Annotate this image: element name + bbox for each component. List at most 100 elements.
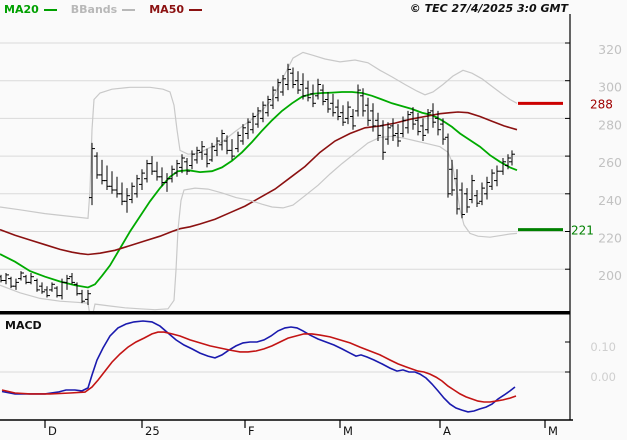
candle-bar — [335, 99, 341, 121]
macd-axis: 0.10 0.00 — [565, 340, 616, 384]
candle-bar — [245, 118, 251, 140]
candle-bar — [420, 118, 426, 141]
price-panel — [0, 51, 518, 311]
candle-bar — [134, 174, 140, 198]
legend-ma20-label: MA20 — [4, 3, 39, 16]
price-tick-label: 280 — [598, 117, 622, 132]
candle-bar — [250, 112, 256, 134]
x-tick-label: D — [48, 424, 57, 438]
candle-bar — [179, 154, 185, 174]
candle-bar — [154, 161, 160, 181]
ma20-line — [0, 91, 518, 289]
candle-bar — [204, 148, 210, 168]
candle-bar — [430, 103, 436, 128]
candle-bar — [390, 118, 396, 141]
candle-bar — [325, 92, 331, 113]
candle-bar — [295, 71, 301, 94]
legend-bbands-label: BBands — [70, 3, 118, 16]
candle-bar — [214, 137, 220, 157]
legend-item-ma20: MA20 — [4, 3, 57, 16]
candle-bar — [280, 75, 286, 96]
copyright-text: © TEC 27/4/2025 3:0 GMT — [409, 2, 568, 15]
candle-bar — [275, 78, 281, 102]
x-tick-label: M — [343, 424, 353, 438]
candle-bar — [129, 182, 135, 204]
candle-bar — [270, 86, 276, 109]
price-tick-label: 220 — [598, 231, 622, 246]
candle-bar — [79, 289, 85, 304]
candle-bar — [440, 118, 446, 145]
candle-bar — [474, 190, 480, 207]
candle-bar — [509, 150, 515, 166]
candle-bar — [290, 67, 296, 89]
candle-bar — [235, 131, 241, 153]
candle-bar — [89, 142, 95, 206]
legend-item-bbands: BBands — [70, 3, 136, 16]
candle-bar — [255, 107, 261, 128]
candle-bar — [315, 78, 321, 100]
candle-bar — [345, 101, 351, 125]
candle-bar — [194, 146, 200, 164]
candle-bar — [305, 80, 311, 102]
candle-bar — [320, 84, 326, 106]
ma50-line — [0, 111, 518, 256]
candle-bar — [469, 174, 475, 204]
price-tick-label: 300 — [598, 80, 622, 95]
candle-bar — [484, 176, 490, 200]
ma20-line-swatch — [43, 8, 57, 11]
candle-bar — [174, 159, 180, 177]
candle-bar — [0, 274, 4, 283]
ma50-line-swatch — [189, 8, 203, 11]
candle-bar — [240, 124, 246, 145]
candle-bar — [3, 273, 9, 285]
candle-bar — [265, 95, 271, 117]
candle-bar — [209, 142, 215, 162]
macd-line — [1, 320, 516, 413]
x-tick-label: A — [443, 424, 451, 438]
candle-bar — [365, 97, 371, 126]
candle-bar — [69, 273, 75, 285]
candle-bar — [489, 169, 495, 190]
candle-bar — [330, 93, 336, 117]
price-tick-label: 260 — [598, 155, 622, 170]
candle-bar — [494, 165, 500, 187]
candle-bar — [454, 169, 460, 215]
candle-bar — [34, 278, 40, 292]
candle-bar — [459, 182, 465, 219]
candle-bar — [375, 112, 381, 141]
candle-bar — [340, 105, 346, 126]
candle-bar — [49, 282, 55, 292]
bb-lower-line — [0, 135, 518, 311]
candle-bar — [28, 273, 34, 285]
legend-ma50-label: MA50 — [149, 3, 185, 16]
candles — [0, 63, 515, 305]
candle-bar — [18, 271, 24, 281]
price-tick-label: 200 — [598, 268, 622, 283]
candle-bar — [464, 188, 470, 213]
candle-bar — [370, 103, 376, 132]
candle-bar — [44, 286, 50, 298]
candle-bar — [300, 73, 306, 100]
macd-tick-label: 0.10 — [590, 340, 616, 354]
candle-bar — [260, 101, 266, 123]
price-tick-label: 240 — [598, 193, 622, 208]
candle-bar — [415, 112, 421, 136]
candle-bar — [405, 110, 411, 134]
x-tick-label: F — [248, 424, 255, 438]
candle-bar — [500, 158, 506, 175]
x-tick-label: M — [548, 424, 558, 438]
candle-bar — [184, 158, 190, 175]
candle-bar — [229, 139, 235, 160]
candle-bar — [199, 141, 205, 160]
candle-bar — [224, 135, 230, 155]
candle-bar — [164, 173, 170, 192]
candle-bar — [385, 122, 391, 145]
candle-bar — [149, 156, 155, 175]
candle-bar — [39, 282, 45, 294]
candle-bar — [445, 133, 451, 198]
price-axis: 320 300 280 260 240 220 200 — [565, 42, 622, 283]
level-label-288: 288 — [590, 97, 613, 111]
candle-bar — [124, 188, 130, 213]
candle-bar — [310, 84, 316, 108]
